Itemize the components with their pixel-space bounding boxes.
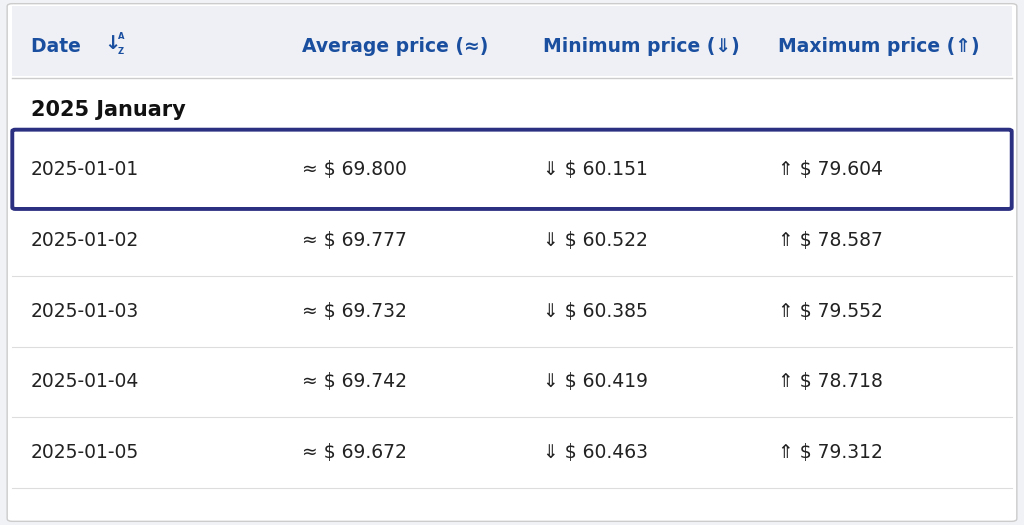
Text: ↓: ↓ [104, 34, 121, 53]
Text: ⇑ $ 78.718: ⇑ $ 78.718 [778, 372, 883, 392]
Bar [12, 6, 1012, 76]
Text: 2025-01-04: 2025-01-04 [31, 372, 139, 392]
Text: 2025 January: 2025 January [31, 100, 185, 120]
Text: Date: Date [31, 37, 87, 56]
Text: A: A [118, 32, 124, 41]
Text: 2025-01-02: 2025-01-02 [31, 230, 139, 250]
Text: Z: Z [118, 47, 124, 56]
Text: ⇓ $ 60.419: ⇓ $ 60.419 [543, 372, 648, 392]
Text: ≈ $ 69.672: ≈ $ 69.672 [302, 443, 407, 463]
Text: ⇑ $ 79.552: ⇑ $ 79.552 [778, 301, 883, 321]
Text: ⇓ $ 60.463: ⇓ $ 60.463 [543, 443, 648, 463]
Text: ≈ $ 69.777: ≈ $ 69.777 [302, 230, 407, 250]
Text: ⇓ $ 60.151: ⇓ $ 60.151 [543, 160, 647, 179]
Text: ⇑ $ 78.587: ⇑ $ 78.587 [778, 230, 883, 250]
Text: Minimum price (⇓): Minimum price (⇓) [543, 37, 739, 56]
Text: 2025-01-01: 2025-01-01 [31, 160, 139, 179]
Text: ≈ $ 69.732: ≈ $ 69.732 [302, 301, 407, 321]
Text: ⇓ $ 60.385: ⇓ $ 60.385 [543, 301, 647, 321]
Text: 2025-01-03: 2025-01-03 [31, 301, 139, 321]
Text: ≈ $ 69.742: ≈ $ 69.742 [302, 372, 408, 392]
Text: ≈ $ 69.800: ≈ $ 69.800 [302, 160, 407, 179]
Text: 2025-01-05: 2025-01-05 [31, 443, 139, 463]
Text: Average price (≈): Average price (≈) [302, 37, 488, 56]
Text: ⇑ $ 79.312: ⇑ $ 79.312 [778, 443, 883, 463]
Text: Maximum price (⇑): Maximum price (⇑) [778, 37, 980, 56]
Text: ⇑ $ 79.604: ⇑ $ 79.604 [778, 160, 884, 179]
FancyBboxPatch shape [7, 4, 1017, 521]
Text: ⇓ $ 60.522: ⇓ $ 60.522 [543, 230, 647, 250]
FancyBboxPatch shape [12, 130, 1012, 209]
